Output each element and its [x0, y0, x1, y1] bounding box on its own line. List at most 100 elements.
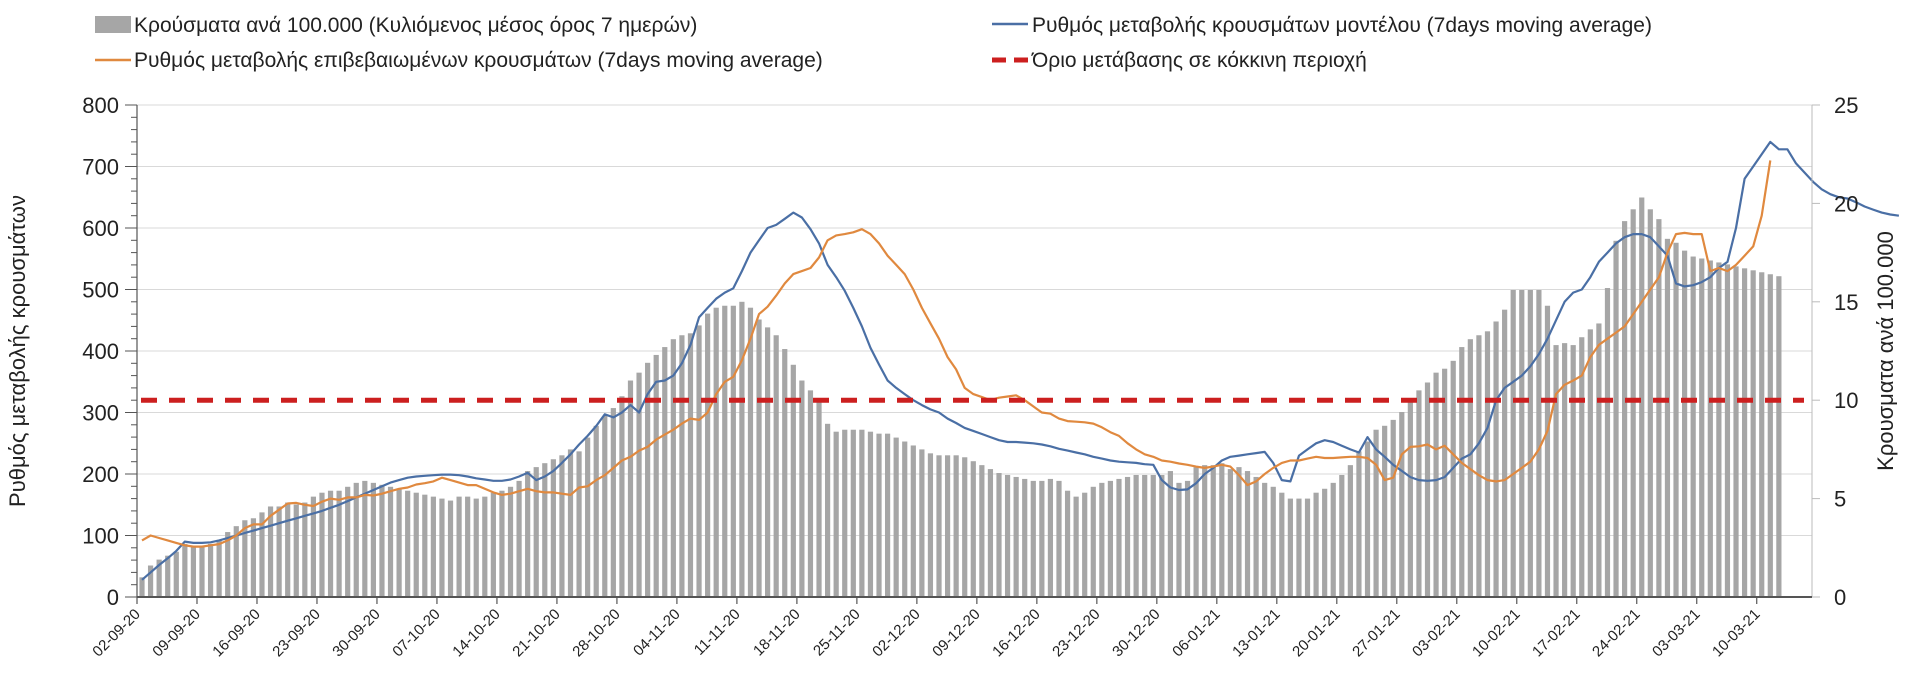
left-tick-label: 100	[82, 524, 119, 549]
bar	[705, 313, 711, 597]
bar	[825, 423, 831, 597]
bar	[645, 362, 651, 597]
x-tick-label: 13-01-21	[1229, 606, 1283, 660]
bar	[1519, 289, 1525, 597]
bar	[1690, 256, 1696, 597]
bar	[1133, 474, 1139, 597]
x-tick-label: 03-03-21	[1649, 606, 1703, 660]
left-tick-label: 600	[82, 216, 119, 241]
bar	[1219, 463, 1225, 597]
bar	[370, 482, 376, 597]
bar	[147, 565, 154, 597]
bar	[1476, 335, 1482, 597]
bar	[507, 486, 514, 597]
bar	[456, 496, 462, 597]
bar	[1664, 238, 1671, 597]
right-tick-label: 0	[1834, 585, 1846, 610]
bar	[979, 465, 985, 597]
bar	[713, 307, 719, 597]
x-tick-label: 09-09-20	[149, 606, 203, 660]
right-tick-label: 5	[1834, 487, 1846, 512]
left-tick-label: 700	[82, 155, 119, 180]
bar	[567, 449, 574, 597]
bar	[1262, 482, 1268, 597]
bar	[156, 559, 162, 597]
bar	[1587, 329, 1593, 597]
x-tick-label: 02-09-20	[89, 606, 143, 660]
x-tick-label: 30-12-20	[1109, 606, 1163, 660]
x-tick-label: 16-09-20	[209, 606, 263, 660]
bar	[936, 455, 942, 597]
x-tick-label: 04-11-20	[630, 606, 684, 660]
bar	[1613, 240, 1619, 598]
bar	[765, 327, 771, 597]
bar	[1579, 337, 1585, 597]
bar	[1733, 266, 1739, 597]
bar	[439, 498, 445, 597]
bar	[756, 319, 762, 597]
bar	[867, 431, 874, 597]
bar	[1767, 274, 1773, 597]
bar	[533, 467, 539, 597]
bar	[1450, 360, 1456, 597]
bar	[1493, 321, 1499, 597]
bar	[516, 480, 522, 597]
model-line	[141, 140, 1900, 581]
x-tick-label: 25-11-20	[810, 606, 864, 660]
bar	[782, 349, 788, 597]
bar	[919, 449, 925, 597]
bar	[550, 459, 556, 597]
bar	[1424, 382, 1431, 597]
legend-bars-label: Κρούσματα ανά 100.000 (Κυλιόμενος μέσος …	[134, 14, 697, 37]
bar	[559, 455, 565, 597]
bar	[182, 543, 188, 597]
bar	[747, 307, 754, 597]
legend-model-label: Ρυθμός μεταβολής κρουσμάτων μοντέλου (7d…	[1032, 14, 1652, 37]
bar	[1724, 264, 1731, 597]
bar	[353, 482, 359, 597]
bar	[1330, 482, 1336, 597]
x-axis-ticks: 02-09-20 09-09-20 16-09-20 23-09-20 30-09-20…	[89, 597, 1764, 660]
left-axis-ticks: 0 100 200 300 400 500 600 700 800	[82, 93, 137, 610]
bar	[1313, 492, 1319, 597]
bar	[1064, 490, 1071, 597]
bar	[970, 461, 976, 597]
bar	[1159, 474, 1165, 597]
bar	[679, 335, 685, 597]
bar	[953, 455, 959, 597]
bar	[242, 520, 248, 597]
bar	[1433, 372, 1439, 597]
bar	[1013, 476, 1019, 597]
x-tick-label: 10-03-21	[1709, 606, 1763, 660]
bar	[250, 518, 257, 597]
bar	[1407, 400, 1413, 597]
x-tick-label: 03-02-21	[1409, 606, 1463, 660]
bar	[850, 429, 856, 597]
x-tick-label: 28-10-20	[569, 606, 623, 660]
bar	[327, 490, 334, 597]
bar	[319, 492, 325, 597]
bar	[1287, 498, 1293, 597]
bar	[1382, 425, 1388, 597]
legend-confirmed-label: Ρυθμός μεταβολής επιβεβαιωμένων κρουσμάτ…	[134, 49, 823, 72]
bar	[1707, 260, 1713, 597]
bar	[1673, 242, 1679, 597]
bar	[602, 415, 608, 597]
bar	[199, 545, 205, 597]
bar	[1022, 478, 1028, 597]
bar	[636, 372, 642, 597]
bar	[285, 502, 291, 597]
bar	[893, 437, 899, 597]
bar	[1039, 480, 1045, 597]
bar	[610, 408, 616, 597]
bar	[490, 492, 496, 597]
bar	[173, 551, 179, 597]
bar	[225, 532, 231, 597]
bar	[405, 490, 411, 597]
bar	[1030, 480, 1036, 597]
bar	[730, 305, 736, 597]
confirmed-line	[141, 160, 1772, 548]
bar	[1630, 209, 1636, 597]
right-tick-label: 25	[1834, 93, 1858, 118]
